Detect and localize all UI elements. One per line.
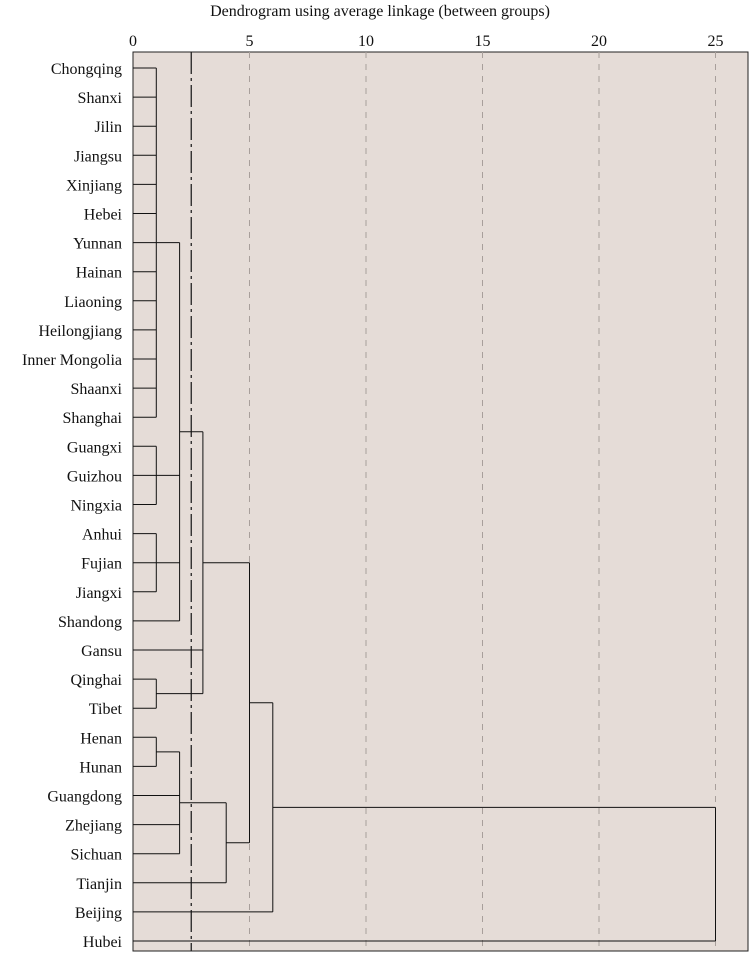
leaf-label: Beijing [75, 905, 122, 922]
x-tick-label: 25 [708, 33, 724, 50]
x-axis-ticks: 0 5 10 15 20 25 [129, 33, 724, 50]
leaf-label: Shandong [58, 614, 122, 631]
leaf-label: Guizhou [67, 468, 122, 485]
leaf-label: Sichuan [70, 847, 122, 864]
dendrogram-tree [133, 67, 716, 942]
leaf-label: Jilin [94, 119, 122, 136]
leaf-label: Hunan [79, 759, 122, 776]
leaf-label: Gansu [81, 643, 122, 660]
leaf-label: Yunnan [73, 236, 122, 253]
leaf-label: Xinjiang [66, 177, 122, 194]
x-tick-label: 5 [246, 33, 254, 50]
leaf-label: Shanghai [62, 410, 122, 427]
x-tick-label: 15 [475, 33, 491, 50]
leaf-label: Fujian [81, 556, 122, 573]
leaf-label: Shanxi [78, 90, 123, 107]
x-tick-label: 20 [591, 33, 607, 50]
leaf-labels: Chongqing Shanxi Jilin Jiangsu Xinjiang Hebei… [22, 61, 123, 951]
leaf-label: Guangxi [67, 439, 123, 456]
leaf-label: Henan [80, 730, 122, 747]
leaf-label: Hebei [84, 207, 123, 224]
leaf-label: Tianjin [76, 876, 122, 893]
leaf-label: Qinghai [70, 672, 122, 689]
leaf-label: Liaoning [64, 294, 122, 311]
leaf-label: Jiangxi [76, 585, 123, 602]
leaf-label: Heilongjiang [38, 323, 122, 340]
chart-title: Dendrogram using average linkage (betwee… [210, 3, 550, 20]
leaf-label: Hainan [76, 265, 122, 282]
plot-area [132, 51, 749, 952]
leaf-label: Anhui [82, 527, 123, 544]
leaf-label: Guangdong [47, 789, 122, 806]
x-tick-label: 0 [129, 33, 137, 50]
leaf-label: Inner Mongolia [22, 352, 122, 369]
leaf-label: Ningxia [70, 498, 122, 515]
leaf-label: Tibet [89, 701, 123, 718]
leaf-label: Jiangsu [74, 148, 122, 165]
leaf-label: Zhejiang [65, 818, 122, 835]
leaf-label: Shaanxi [70, 381, 122, 398]
leaf-label: Chongqing [51, 61, 122, 78]
x-tick-label: 10 [358, 33, 374, 50]
leaf-label: Hubei [83, 934, 123, 951]
